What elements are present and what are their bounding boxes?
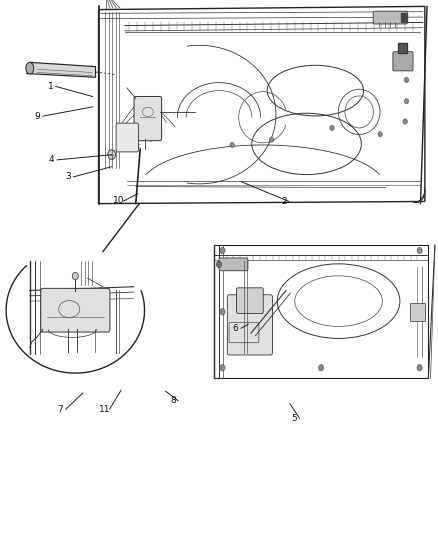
FancyBboxPatch shape [219,258,248,271]
Text: 7: 7 [57,405,64,414]
FancyBboxPatch shape [410,303,425,321]
Circle shape [378,132,382,137]
Circle shape [417,247,422,254]
Circle shape [404,99,409,104]
Circle shape [269,137,274,142]
Circle shape [220,309,225,315]
Circle shape [230,142,234,148]
FancyBboxPatch shape [227,295,272,355]
FancyBboxPatch shape [116,123,138,152]
Text: 4: 4 [49,156,54,164]
Text: 9: 9 [34,112,40,120]
Circle shape [403,119,407,124]
Circle shape [108,150,116,159]
Text: 3: 3 [65,173,71,181]
FancyBboxPatch shape [373,11,407,24]
Text: 1: 1 [47,82,53,91]
FancyBboxPatch shape [237,288,263,313]
Polygon shape [401,13,407,22]
Text: 11: 11 [99,405,110,414]
Circle shape [318,365,324,371]
Circle shape [149,136,153,141]
Circle shape [330,125,334,131]
Text: 5: 5 [291,414,297,423]
Circle shape [404,77,409,83]
Circle shape [417,365,422,371]
Text: 10: 10 [113,197,124,205]
Text: 8: 8 [170,397,176,405]
Polygon shape [398,43,407,53]
FancyBboxPatch shape [393,52,413,71]
Text: 2: 2 [281,197,286,206]
Ellipse shape [26,62,34,74]
Circle shape [216,261,222,268]
Circle shape [72,272,78,280]
Circle shape [220,247,225,254]
Text: 6: 6 [233,324,239,333]
Polygon shape [27,62,95,77]
Circle shape [220,365,225,371]
FancyBboxPatch shape [41,288,110,332]
FancyBboxPatch shape [134,96,162,141]
